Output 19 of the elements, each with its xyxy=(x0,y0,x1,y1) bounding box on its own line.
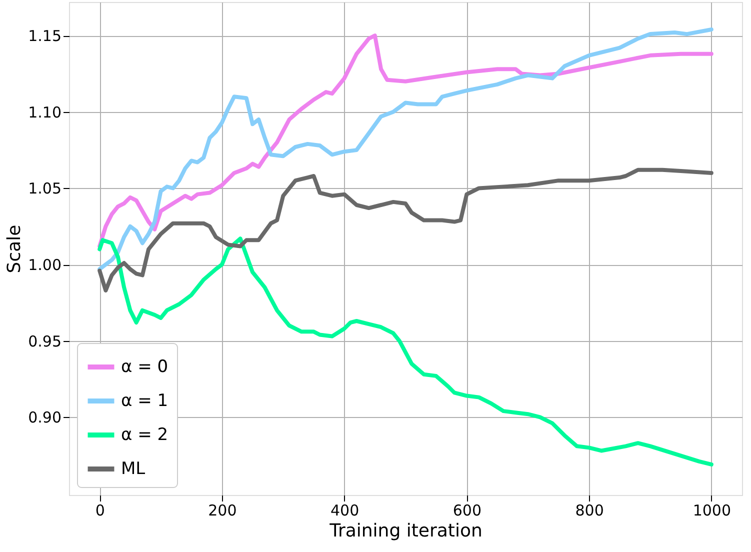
x-tick-label: 1000 xyxy=(692,502,732,520)
legend-label: α = 2 xyxy=(121,425,168,445)
y-tick-label: 0.95 xyxy=(28,332,62,350)
x-tick-label: 200 xyxy=(208,502,237,520)
x-tick-label: 600 xyxy=(452,502,482,520)
x-tick-label: 0 xyxy=(95,502,105,520)
x-axis-title: Training iteration xyxy=(328,520,482,542)
x-tick-label: 400 xyxy=(330,502,360,520)
legend-label: α = 1 xyxy=(121,391,168,411)
y-tick-label: 1.00 xyxy=(28,256,62,274)
legend-label: ML xyxy=(121,459,146,479)
y-tick-label: 1.05 xyxy=(28,180,62,198)
legend-label: α = 0 xyxy=(121,357,168,377)
line-series xyxy=(98,168,714,292)
y-tick-label: 1.15 xyxy=(28,27,62,46)
y-tick-label: 0.90 xyxy=(28,408,62,427)
y-tick-label: 1.10 xyxy=(28,103,62,122)
x-tick-label: 800 xyxy=(575,502,604,520)
y-axis-title: Scale xyxy=(4,224,26,274)
